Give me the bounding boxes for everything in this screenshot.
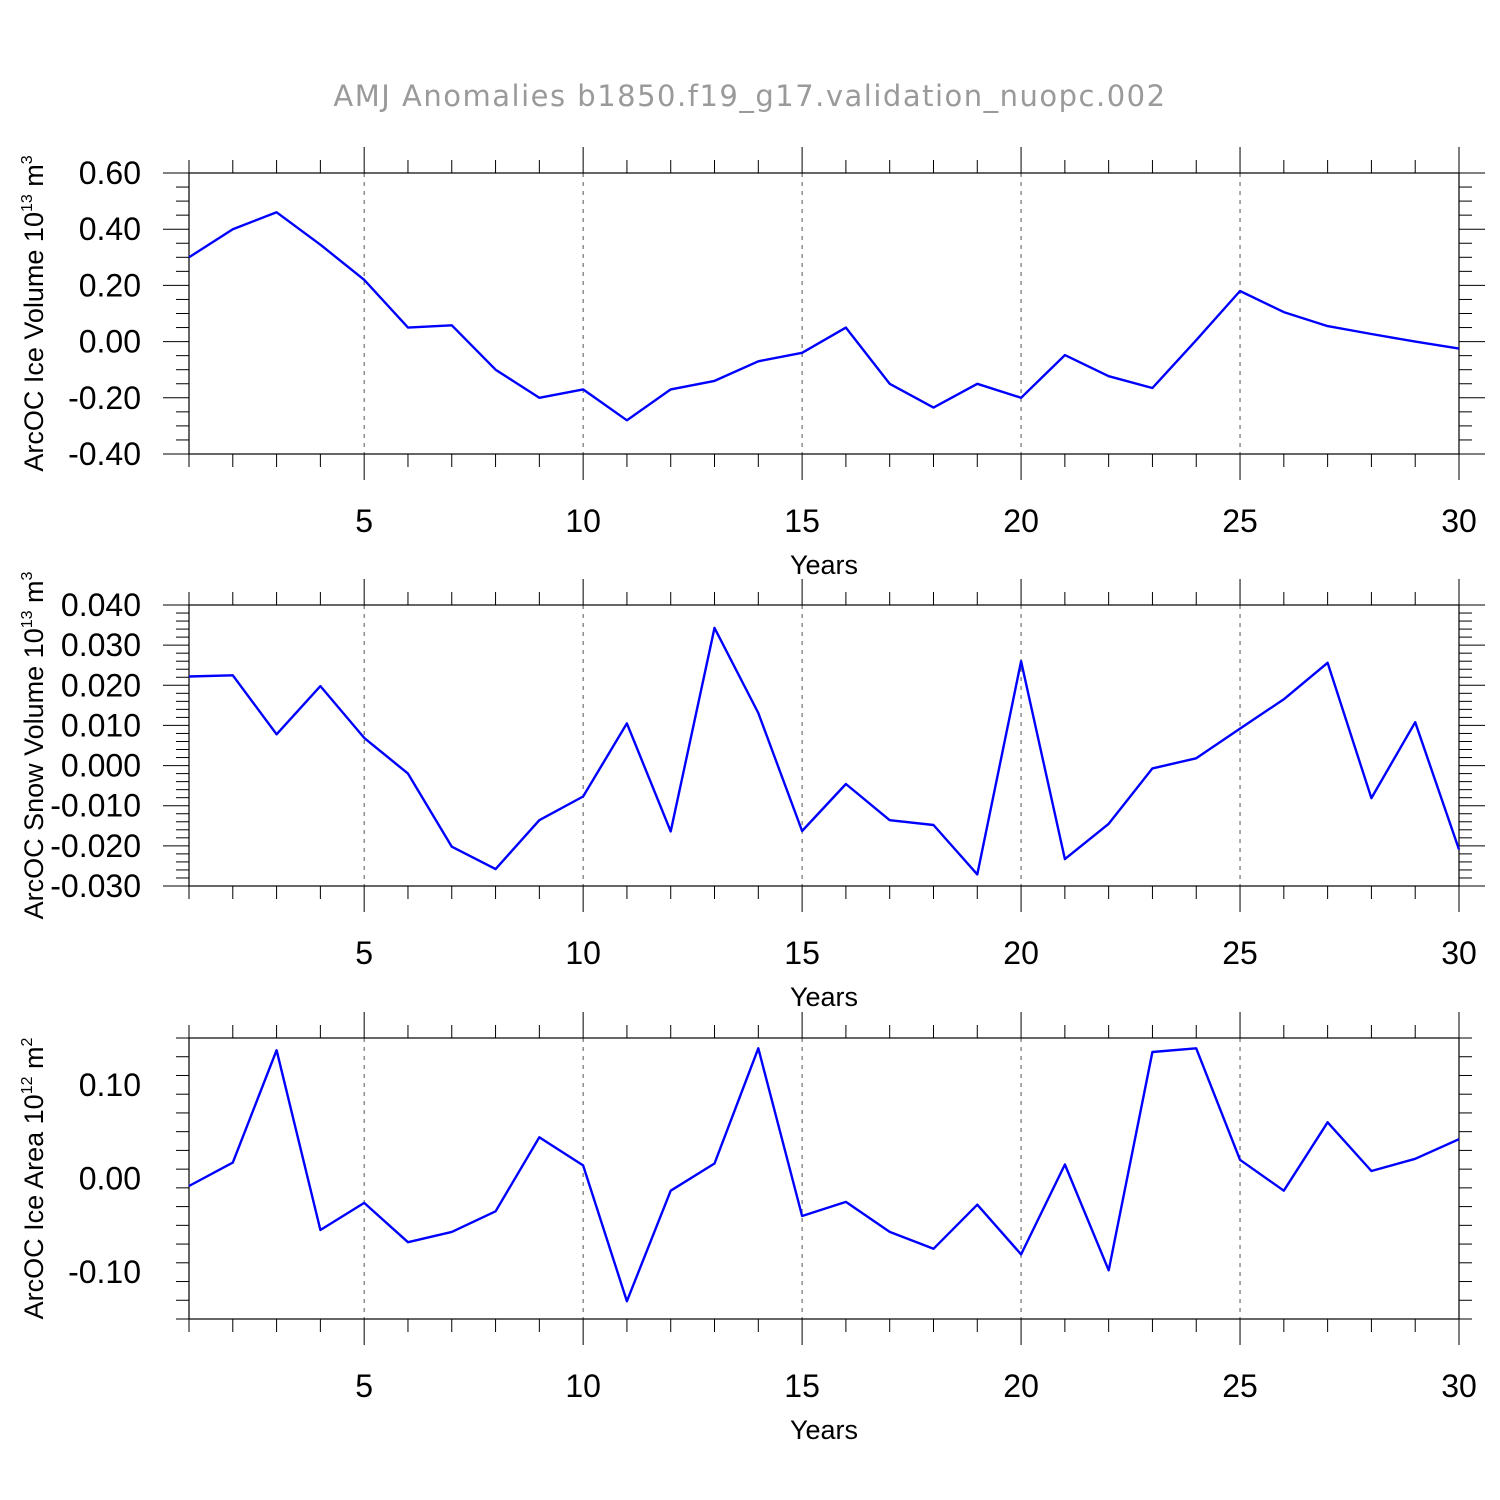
x-axis-label: Years bbox=[790, 1415, 858, 1445]
x-tick-label: 25 bbox=[1222, 503, 1258, 539]
panel-3: -0.10 0.00 0.10 5 10 15 20 25 30 Years ArcOC Ice A… bbox=[19, 1012, 1477, 1445]
x-tick-label: 5 bbox=[355, 935, 373, 971]
x-tick-label: 30 bbox=[1441, 935, 1477, 971]
y-tick-label: 0.020 bbox=[61, 667, 141, 703]
y-tick-label: 0.000 bbox=[61, 748, 141, 784]
plot-frame bbox=[188, 604, 1460, 887]
series-line bbox=[188, 1047, 1460, 1303]
y-tick-label: 0.030 bbox=[61, 627, 141, 663]
y-tick-label: -0.40 bbox=[68, 436, 141, 472]
x-axis-label: Years bbox=[790, 982, 858, 1012]
y-tick-label: -0.020 bbox=[50, 828, 141, 864]
y-tick-label: -0.20 bbox=[68, 380, 141, 416]
chart-panels: -0.40 -0.20 0.00 0.20 0.40 0.60 5 10 15 20 25 30 Yea… bbox=[19, 147, 1485, 1445]
x-tick-label: 20 bbox=[1003, 503, 1039, 539]
y-axis-label: ArcOC Snow Volume 1013 m3 bbox=[19, 571, 49, 919]
y-axis-label: ArcOC Ice Area 1012 m2 bbox=[19, 1038, 49, 1320]
plot-frame bbox=[188, 172, 1460, 455]
x-tick-label: 10 bbox=[565, 503, 601, 539]
series-line bbox=[188, 211, 1460, 422]
y-tick-label: 0.00 bbox=[79, 324, 141, 360]
x-tick-label: 15 bbox=[784, 1368, 820, 1404]
y-tick-label: 0.10 bbox=[79, 1067, 141, 1103]
x-tick-label: 10 bbox=[565, 935, 601, 971]
x-axis-label: Years bbox=[790, 550, 858, 580]
panel-2: -0.030 -0.020 -0.010 0.000 0.010 0.020 0.030 0.… bbox=[19, 571, 1485, 1012]
y-tick-label: 0.40 bbox=[79, 211, 141, 247]
y-tick-label: 0.040 bbox=[61, 587, 141, 623]
x-tick-label: 5 bbox=[355, 1368, 373, 1404]
y-tick-label: -0.10 bbox=[68, 1254, 141, 1290]
series-line bbox=[188, 626, 1461, 876]
y-axis-label: ArcOC Ice Volume 1013 m3 bbox=[19, 155, 49, 471]
x-tick-label: 20 bbox=[1003, 1368, 1039, 1404]
y-tick-label: -0.010 bbox=[50, 788, 141, 824]
y-tick-label: 0.60 bbox=[79, 155, 141, 191]
y-tick-label: 0.010 bbox=[61, 707, 141, 743]
panel-1: -0.40 -0.20 0.00 0.20 0.40 0.60 5 10 15 20 25 30 Yea… bbox=[19, 147, 1485, 580]
chart-title: AMJ Anomalies b1850.f19_g17.validation_n… bbox=[333, 79, 1166, 113]
x-tick-label: 30 bbox=[1441, 503, 1477, 539]
x-tick-label: 5 bbox=[355, 503, 373, 539]
x-tick-label: 10 bbox=[565, 1368, 601, 1404]
x-tick-label: 15 bbox=[784, 935, 820, 971]
x-tick-label: 30 bbox=[1441, 1368, 1477, 1404]
x-tick-label: 25 bbox=[1222, 1368, 1258, 1404]
y-tick-label: -0.030 bbox=[50, 868, 141, 904]
x-tick-label: 15 bbox=[784, 503, 820, 539]
y-tick-label: 0.00 bbox=[79, 1161, 141, 1197]
x-tick-label: 25 bbox=[1222, 935, 1258, 971]
y-tick-label: 0.20 bbox=[79, 267, 141, 303]
plot-frame bbox=[188, 1037, 1460, 1320]
x-tick-label: 20 bbox=[1003, 935, 1039, 971]
